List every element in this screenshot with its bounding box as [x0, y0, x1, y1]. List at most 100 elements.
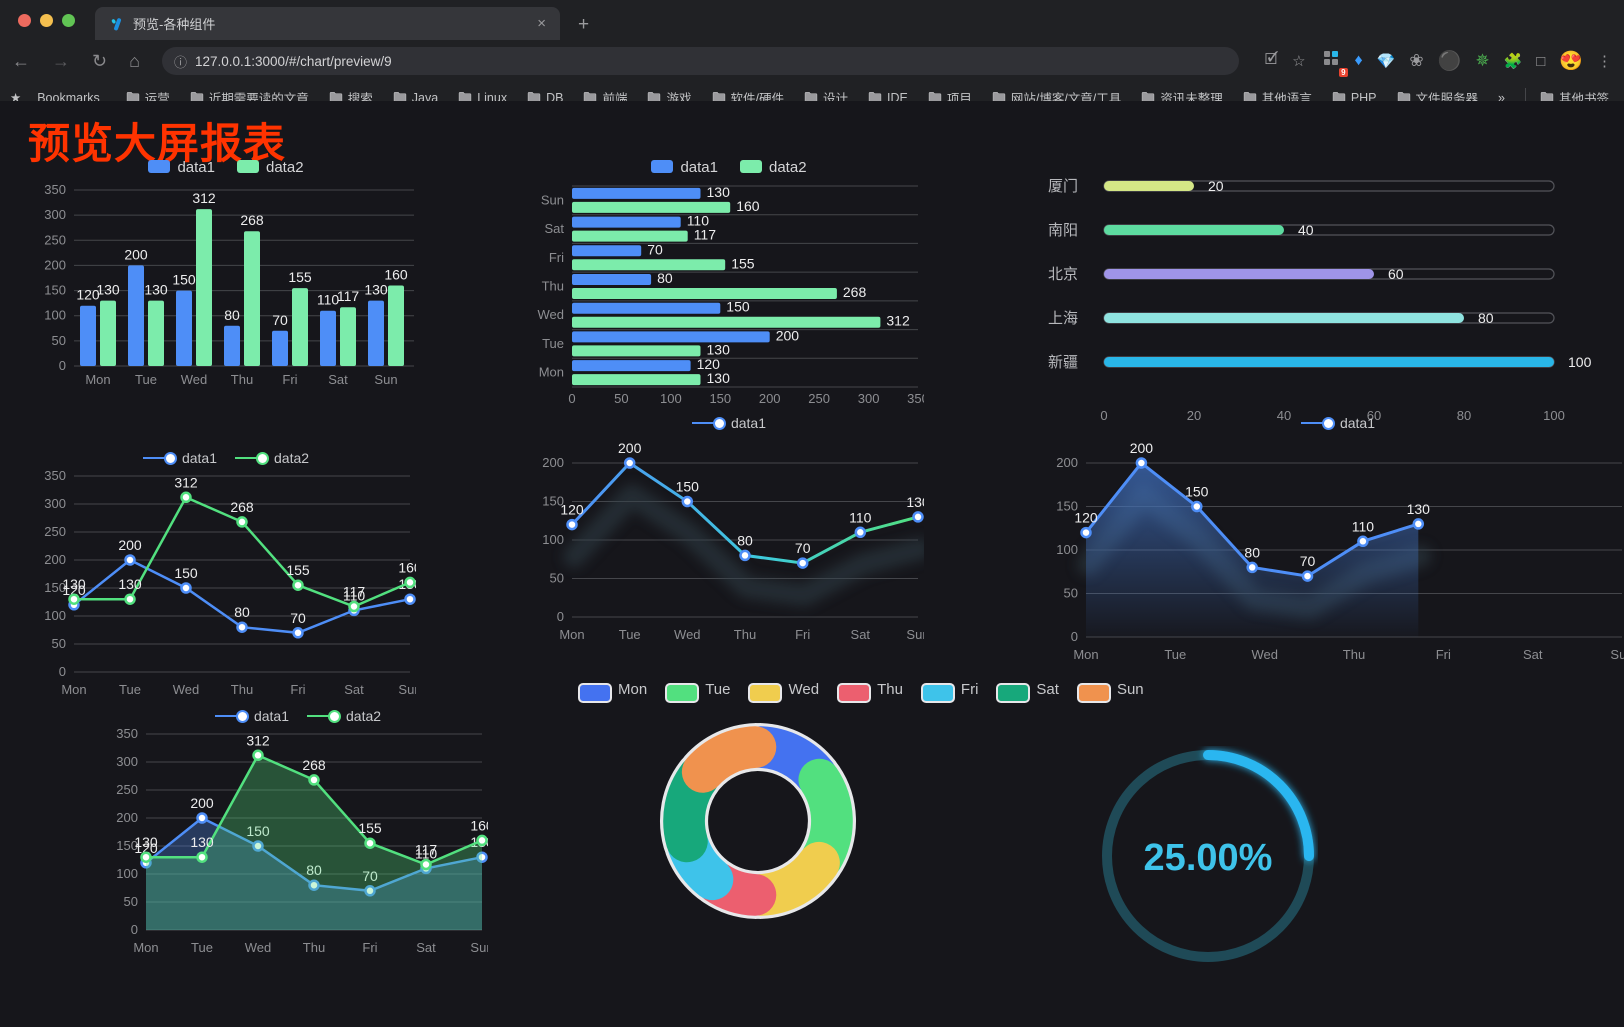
svg-text:50: 50 [52, 333, 66, 348]
svg-text:Sun: Sun [1610, 647, 1624, 662]
svg-text:20: 20 [1208, 178, 1224, 194]
svg-text:新疆: 新疆 [1048, 354, 1078, 371]
svg-text:Fri: Fri [1436, 647, 1451, 662]
svg-text:40: 40 [1298, 222, 1314, 238]
svg-text:200: 200 [776, 327, 800, 343]
svg-text:268: 268 [302, 757, 326, 773]
svg-text:Sun: Sun [374, 372, 397, 387]
svg-text:Fri: Fri [290, 682, 305, 697]
svg-text:117: 117 [343, 584, 366, 600]
svg-text:Tue: Tue [119, 682, 141, 697]
svg-text:350: 350 [44, 182, 66, 197]
svg-text:160: 160 [384, 267, 408, 283]
svg-text:0: 0 [59, 358, 66, 373]
svg-text:300: 300 [44, 496, 66, 511]
svg-text:70: 70 [272, 312, 288, 328]
svg-text:Tue: Tue [135, 372, 157, 387]
svg-text:350: 350 [907, 391, 924, 406]
svg-text:Sun: Sun [398, 682, 416, 697]
svg-text:70: 70 [647, 241, 663, 257]
svg-text:Sat: Sat [328, 372, 348, 387]
svg-text:Sat: Sat [851, 627, 871, 642]
svg-text:120: 120 [1074, 510, 1098, 526]
svg-text:312: 312 [246, 732, 270, 748]
svg-text:200: 200 [1130, 440, 1154, 456]
svg-text:100: 100 [542, 532, 564, 547]
svg-text:0: 0 [1071, 629, 1078, 644]
svg-text:130: 130 [707, 341, 731, 357]
svg-text:200: 200 [44, 552, 66, 567]
svg-text:Mon: Mon [61, 682, 86, 697]
svg-text:160: 160 [398, 559, 416, 575]
svg-text:155: 155 [288, 269, 312, 285]
svg-text:Thu: Thu [734, 627, 756, 642]
svg-text:117: 117 [415, 842, 438, 858]
svg-text:厦门: 厦门 [1048, 178, 1078, 195]
svg-text:160: 160 [736, 198, 760, 214]
svg-text:130: 130 [906, 494, 924, 510]
svg-text:268: 268 [843, 284, 867, 300]
svg-text:130: 130 [364, 282, 388, 298]
svg-text:130: 130 [118, 576, 142, 592]
svg-text:150: 150 [1185, 484, 1209, 500]
svg-text:0: 0 [59, 664, 66, 679]
svg-text:Wed: Wed [538, 307, 565, 322]
svg-text:130: 130 [707, 184, 731, 200]
svg-text:Thu: Thu [231, 682, 253, 697]
svg-text:Fri: Fri [282, 372, 297, 387]
svg-text:200: 200 [1056, 455, 1078, 470]
svg-text:120: 120 [560, 502, 584, 518]
svg-text:130: 130 [1407, 501, 1431, 517]
svg-text:250: 250 [44, 232, 66, 247]
svg-text:Mon: Mon [133, 940, 158, 955]
svg-text:100: 100 [660, 391, 682, 406]
svg-text:南阳: 南阳 [1048, 222, 1078, 239]
svg-text:80: 80 [737, 532, 753, 548]
svg-text:50: 50 [52, 636, 66, 651]
svg-text:150: 150 [676, 479, 700, 495]
svg-text:250: 250 [44, 524, 66, 539]
svg-text:Thu: Thu [1343, 647, 1365, 662]
svg-text:Mon: Mon [1073, 647, 1098, 662]
svg-text:Mon: Mon [539, 365, 564, 380]
svg-text:200: 200 [124, 246, 148, 262]
svg-text:130: 130 [190, 834, 214, 850]
svg-text:155: 155 [286, 562, 310, 578]
svg-text:150: 150 [44, 283, 66, 298]
svg-text:Thu: Thu [231, 372, 253, 387]
svg-text:100: 100 [1568, 354, 1592, 370]
svg-text:Sun: Sun [906, 627, 924, 642]
svg-text:Mon: Mon [85, 372, 110, 387]
svg-text:Sat: Sat [1523, 647, 1543, 662]
svg-text:110: 110 [849, 509, 872, 525]
svg-text:150: 150 [709, 391, 731, 406]
svg-text:350: 350 [116, 726, 138, 741]
svg-text:200: 200 [44, 257, 66, 272]
svg-text:Fri: Fri [795, 627, 810, 642]
svg-text:200: 200 [118, 537, 142, 553]
svg-text:268: 268 [240, 212, 264, 228]
svg-text:70: 70 [795, 540, 811, 556]
svg-text:155: 155 [731, 255, 755, 271]
svg-text:80: 80 [234, 604, 250, 620]
svg-text:0: 0 [131, 922, 138, 937]
svg-text:80: 80 [1244, 544, 1260, 560]
svg-text:Sat: Sat [416, 940, 436, 955]
svg-text:300: 300 [116, 754, 138, 769]
svg-text:70: 70 [1300, 553, 1316, 569]
svg-text:25.00%: 25.00% [1144, 837, 1273, 879]
svg-text:110: 110 [1352, 518, 1375, 534]
svg-text:268: 268 [230, 499, 254, 515]
svg-text:250: 250 [116, 782, 138, 797]
svg-text:50: 50 [614, 391, 628, 406]
svg-text:200: 200 [759, 391, 781, 406]
svg-text:Tue: Tue [1164, 647, 1186, 662]
svg-text:Mon: Mon [559, 627, 584, 642]
svg-text:130: 130 [144, 282, 168, 298]
svg-text:Fri: Fri [549, 250, 564, 265]
svg-text:100: 100 [44, 608, 66, 623]
svg-text:100: 100 [116, 866, 138, 881]
svg-text:Tue: Tue [542, 336, 564, 351]
svg-text:Sat: Sat [344, 682, 364, 697]
svg-text:Thu: Thu [542, 279, 564, 294]
